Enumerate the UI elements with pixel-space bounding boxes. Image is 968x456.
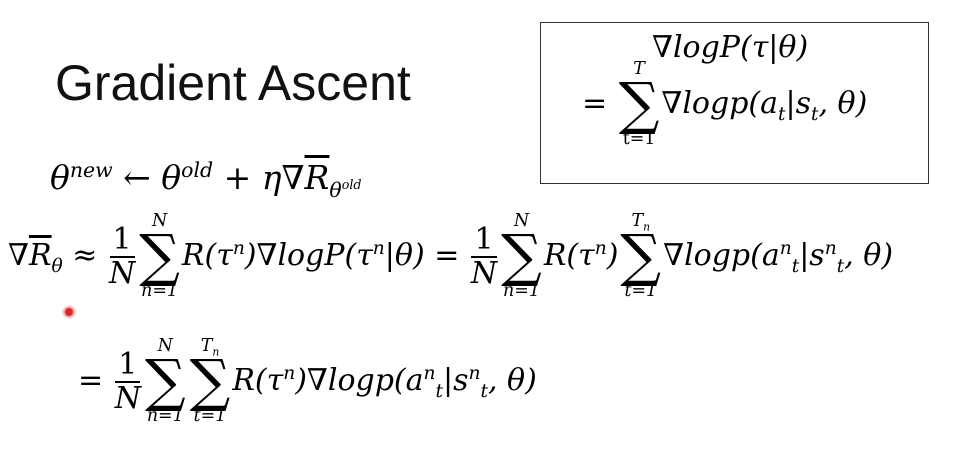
log-probability-box xyxy=(540,22,929,184)
box-formula-line2: = T ∑ t=1 ∇logp(at|st, θ) xyxy=(582,59,868,150)
gradient-equation-line2: = 1 N N ∑ n=1 Tn ∑ t=1 R(τn)∇logp(ant|snt, θ) xyxy=(78,336,537,427)
box-formula-line1: ∇logP(τ|θ) xyxy=(652,30,809,65)
summation-t-2: Tn ∑ t=1 xyxy=(189,336,231,427)
gradient-equation-line1: ∇Rθ ≈ 1 N N ∑ n=1 R(τn)∇logP(τn|θ) = 1 N N ∑ n=1 R… xyxy=(8,211,894,302)
slide-title: Gradient Ascent xyxy=(55,55,411,111)
box-equals: = xyxy=(582,85,608,121)
box-summation: T ∑ t=1 xyxy=(618,59,660,150)
summation-t: Tn ∑ t=1 xyxy=(620,211,662,302)
update-rule: θnew ← θold + η∇Rθold xyxy=(50,158,362,202)
summation-n: N ∑ n=1 xyxy=(139,211,180,302)
cursor-pointer-dot xyxy=(62,305,76,319)
summation-n-3: N ∑ n=1 xyxy=(144,336,186,427)
summation-n-2: N ∑ n=1 xyxy=(501,211,542,302)
